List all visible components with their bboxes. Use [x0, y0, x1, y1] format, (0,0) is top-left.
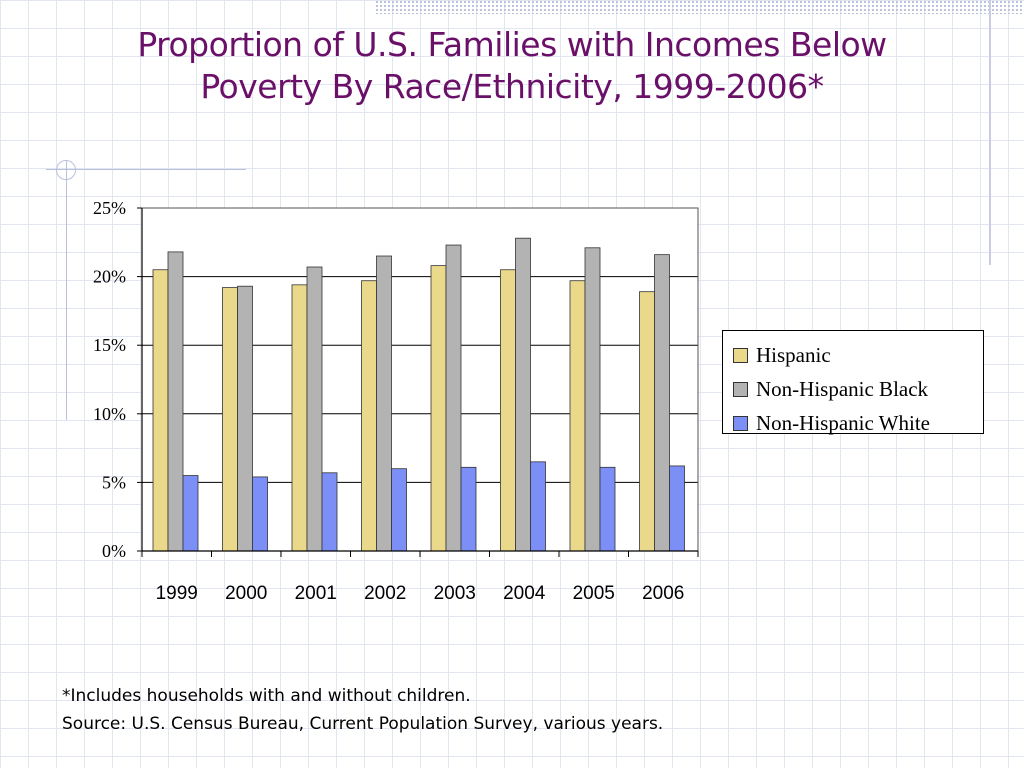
y-tick-label: 15% [93, 335, 126, 355]
bar [391, 468, 407, 552]
decorative-left-line [66, 160, 67, 420]
legend-item-non-hispanic-white: Non-Hispanic White [733, 406, 983, 440]
chart-legend: Hispanic Non-Hispanic Black Non-Hispanic… [722, 330, 984, 435]
legend-item-hispanic: Hispanic [733, 338, 983, 372]
decorative-dot-band [375, 0, 1024, 14]
bar [361, 280, 377, 552]
legend-label-non-hispanic-white: Non-Hispanic White [756, 410, 930, 435]
bar [569, 280, 586, 552]
x-tick-label: 2000 [225, 583, 267, 604]
x-tick-label: 1999 [156, 583, 198, 604]
bar [530, 461, 546, 552]
y-tick-label: 5% [102, 472, 126, 492]
bar [445, 244, 462, 552]
x-tick-label: 2006 [642, 583, 684, 604]
bar [152, 269, 169, 552]
bar [515, 237, 531, 552]
bar [460, 466, 477, 552]
bar [182, 475, 199, 552]
bar [639, 291, 655, 552]
legend-item-non-hispanic-black: Non-Hispanic Black [733, 372, 983, 406]
bar [584, 247, 601, 552]
y-tick-label: 25% [93, 198, 126, 218]
bar [167, 251, 184, 552]
legend-swatch-hispanic [733, 347, 748, 363]
bar [291, 284, 308, 552]
legend-swatch-non-hispanic-black [733, 381, 748, 397]
bar [500, 269, 516, 552]
bar [222, 287, 238, 552]
bar [237, 285, 253, 552]
legend-label-non-hispanic-black: Non-Hispanic Black [756, 376, 929, 401]
bar [252, 476, 268, 552]
bar [306, 266, 323, 552]
decorative-horizontal-line [46, 169, 246, 170]
x-tick-label: 2005 [573, 583, 615, 604]
decorative-vertical-line [989, 0, 991, 265]
x-tick-label: 2003 [434, 583, 476, 604]
y-tick-label: 0% [102, 541, 126, 561]
footnotes: *Includes households with and without ch… [62, 682, 663, 738]
bar [430, 265, 447, 552]
slide-title: Proportion of U.S. Families with Incomes… [40, 24, 984, 108]
x-tick-label: 2004 [503, 583, 546, 604]
legend-swatch-non-hispanic-white [733, 415, 748, 431]
slide-title-line-2: Poverty By Race/Ethnicity, 1999-2006* [200, 67, 824, 106]
source-text: Source: U.S. Census Bureau, Current Popu… [62, 714, 664, 734]
bar [599, 466, 616, 552]
bar [376, 255, 392, 552]
y-tick-label: 10% [93, 404, 126, 424]
footnote-text: *Includes households with and without ch… [62, 686, 471, 706]
x-tick-label: 2002 [364, 583, 406, 604]
decorative-circle [56, 160, 76, 180]
legend-label-hispanic: Hispanic [756, 342, 831, 367]
bar [669, 465, 685, 552]
slide-title-line-1: Proportion of U.S. Families with Incomes… [137, 25, 887, 64]
bar [654, 254, 670, 552]
bar [321, 472, 338, 552]
y-tick-label: 20% [93, 267, 126, 287]
x-tick-label: 2001 [295, 583, 337, 604]
